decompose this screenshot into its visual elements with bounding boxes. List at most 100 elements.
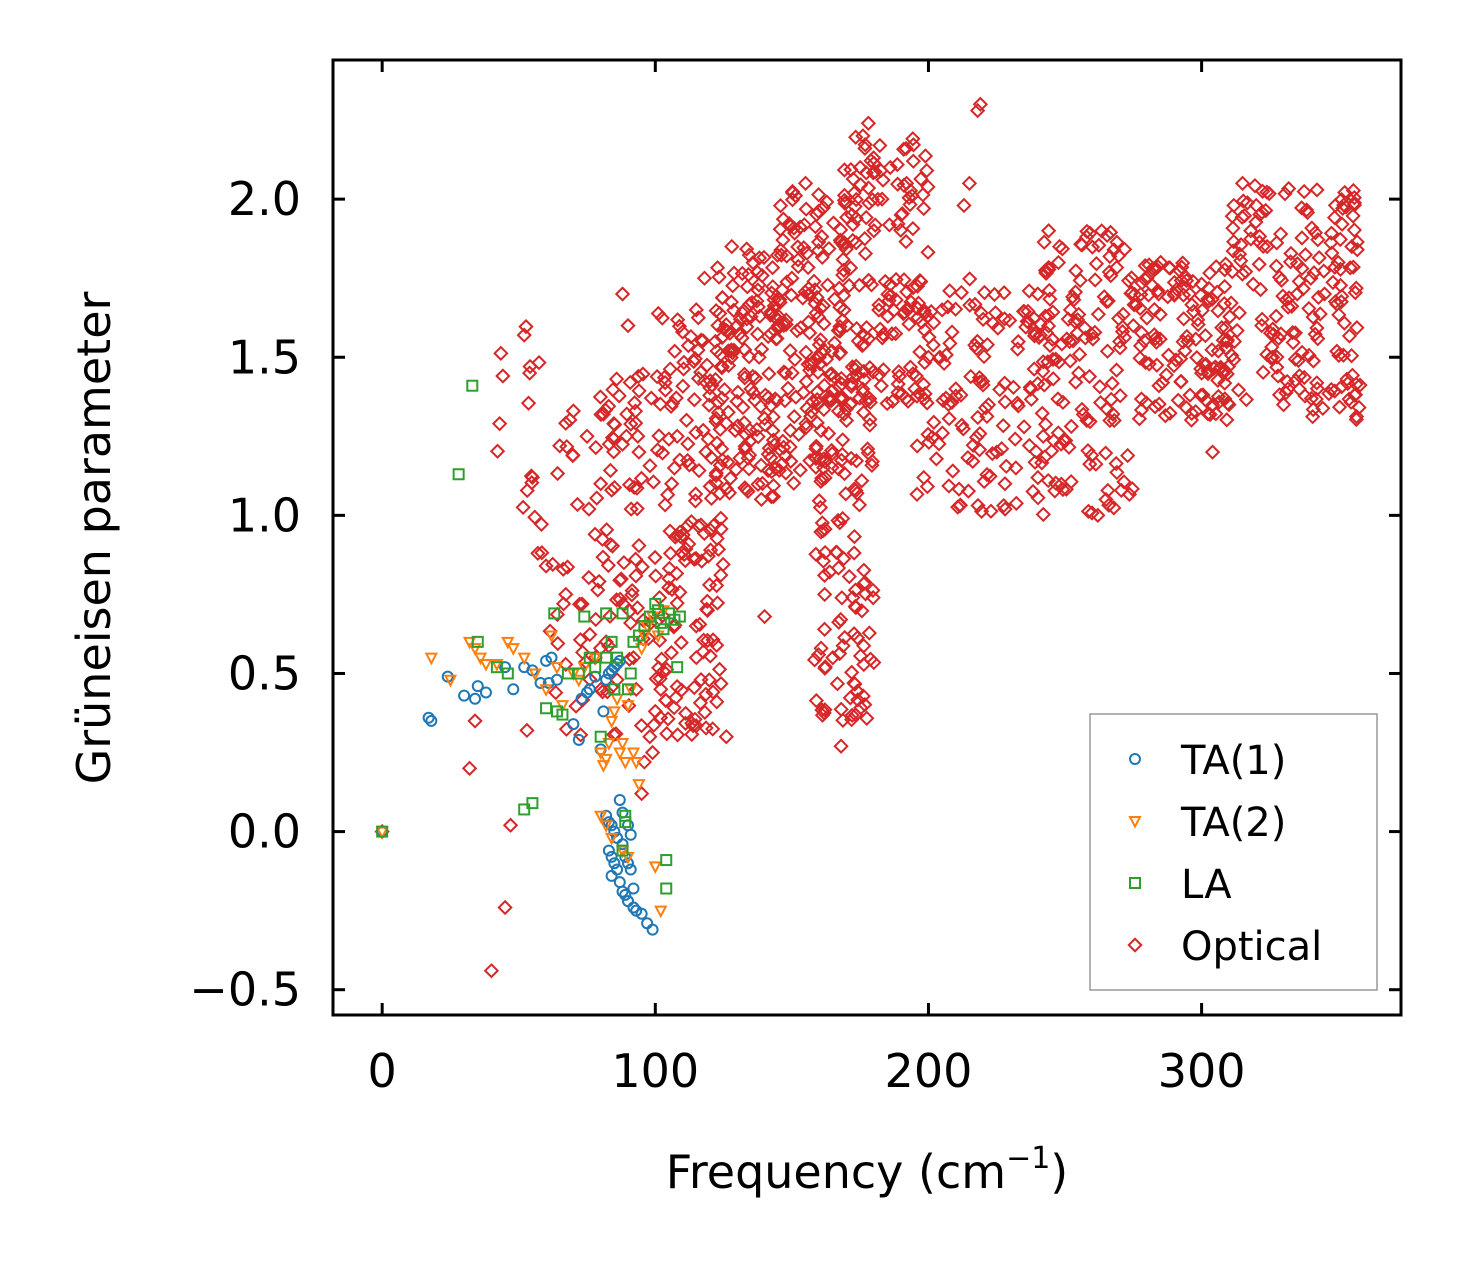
point-optical <box>833 738 849 754</box>
point-optical <box>631 444 647 460</box>
point-la <box>660 854 673 867</box>
point-optical <box>851 390 868 406</box>
point-optical <box>855 404 872 421</box>
point-la <box>616 844 629 857</box>
point-ta-2 <box>599 753 613 767</box>
point-ta-1 <box>616 838 629 851</box>
point-optical <box>1112 340 1128 356</box>
point-optical <box>1301 347 1317 363</box>
point-optical <box>672 528 689 545</box>
point-optical <box>712 305 728 322</box>
point-ta-2 <box>634 643 649 656</box>
point-optical <box>630 428 646 444</box>
point-optical <box>1132 300 1148 317</box>
point-optical <box>565 403 582 419</box>
point-optical <box>831 645 848 662</box>
point-optical <box>534 545 550 561</box>
point-optical <box>1231 246 1248 262</box>
point-optical <box>1158 367 1175 383</box>
point-optical <box>816 621 833 637</box>
point-optical <box>889 156 905 173</box>
point-optical <box>1305 309 1321 325</box>
point-optical <box>940 396 957 412</box>
point-optical <box>855 336 872 352</box>
point-optical <box>627 415 644 431</box>
point-optical <box>687 711 703 728</box>
point-optical <box>714 289 731 306</box>
point-optical <box>1021 283 1037 299</box>
point-optical <box>792 462 808 478</box>
point-optical <box>1331 399 1348 415</box>
point-optical <box>757 417 773 433</box>
point-optical <box>662 361 678 377</box>
point-optical <box>969 102 986 119</box>
point-optical <box>1210 343 1226 359</box>
point-optical <box>662 545 679 562</box>
point-optical <box>907 381 923 397</box>
point-optical <box>722 325 738 341</box>
point-optical <box>761 440 777 456</box>
point-optical <box>917 148 934 164</box>
point-optical <box>687 351 703 367</box>
point-ta-2 <box>501 636 515 650</box>
point-optical <box>782 422 799 439</box>
point-optical <box>699 602 716 619</box>
point-optical <box>1036 377 1052 393</box>
point-optical <box>982 468 998 484</box>
point-optical <box>726 302 742 318</box>
point-optical <box>647 549 663 566</box>
point-optical <box>859 441 876 457</box>
point-optical <box>1105 406 1121 422</box>
point-la <box>657 623 670 636</box>
point-optical <box>919 395 935 411</box>
point-optical <box>750 429 766 445</box>
point-optical <box>737 480 753 496</box>
point-optical <box>826 369 842 385</box>
point-optical <box>1342 260 1358 276</box>
point-ta-2 <box>604 832 619 846</box>
point-optical <box>798 344 814 360</box>
point-optical <box>920 349 937 365</box>
point-optical <box>851 277 867 293</box>
point-optical <box>680 436 696 452</box>
point-optical <box>1184 297 1200 313</box>
point-optical <box>891 368 908 384</box>
point-optical <box>997 394 1013 410</box>
point-optical <box>581 569 597 586</box>
point-optical <box>1264 349 1281 365</box>
point-optical <box>1215 332 1231 348</box>
point-optical <box>811 493 827 509</box>
point-la <box>654 616 667 629</box>
point-ta-2 <box>572 674 586 688</box>
point-optical <box>714 360 730 376</box>
point-optical <box>989 444 1005 460</box>
point-optical <box>776 317 792 334</box>
point-optical <box>519 482 535 499</box>
point-optical <box>980 397 997 413</box>
point-optical <box>1198 393 1215 409</box>
point-ta-2 <box>544 630 559 644</box>
point-la <box>556 708 569 721</box>
point-optical <box>1074 237 1090 253</box>
point-optical <box>814 702 830 718</box>
point-optical <box>834 590 850 606</box>
point-optical <box>858 319 875 336</box>
point-optical <box>830 512 846 529</box>
point-optical <box>1176 311 1192 327</box>
point-optical <box>602 608 618 624</box>
point-optical <box>734 330 750 346</box>
point-optical <box>846 545 862 561</box>
point-optical <box>851 497 868 513</box>
point-optical <box>839 209 855 225</box>
point-optical <box>764 260 781 276</box>
point-optical <box>945 463 961 479</box>
point-la <box>605 635 618 648</box>
point-optical <box>1131 411 1148 427</box>
point-optical <box>1243 223 1259 239</box>
point-optical <box>1112 388 1128 404</box>
point-optical <box>1225 243 1241 259</box>
point-optical <box>902 359 919 375</box>
point-optical <box>972 96 989 112</box>
point-optical <box>549 606 566 623</box>
